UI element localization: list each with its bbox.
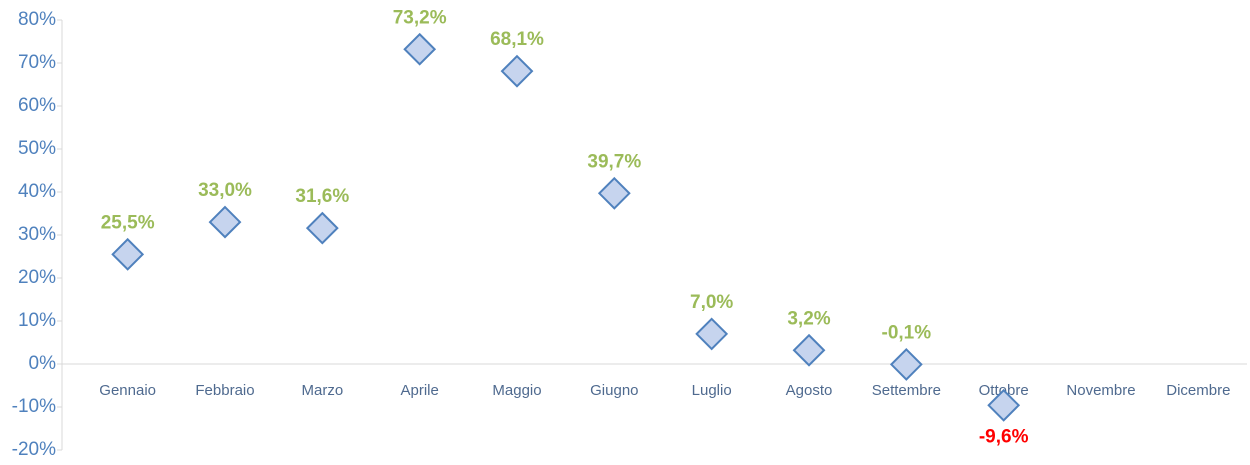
x-tick-label: Aprile xyxy=(400,382,438,399)
data-label: 33,0% xyxy=(198,180,252,201)
data-label: 31,6% xyxy=(295,186,349,207)
marker xyxy=(500,54,534,88)
x-tick-label: Luglio xyxy=(692,382,732,399)
y-tick-label: 0% xyxy=(29,353,57,374)
marker xyxy=(792,333,826,367)
marker xyxy=(597,176,631,210)
y-tick-label: 80% xyxy=(18,9,56,30)
marker xyxy=(695,317,729,351)
data-label: 3,2% xyxy=(787,308,830,329)
marker xyxy=(111,237,145,271)
marker xyxy=(208,205,242,239)
y-tick-label: 10% xyxy=(18,310,56,331)
x-tick-label: Giugno xyxy=(590,382,638,399)
data-label: 7,0% xyxy=(690,292,733,313)
data-label: 68,1% xyxy=(490,29,544,50)
x-tick-label: Febbraio xyxy=(195,382,254,399)
y-tick-label: 40% xyxy=(18,181,56,202)
marker xyxy=(889,348,923,381)
x-tick-label: Novembre xyxy=(1066,382,1135,399)
y-tick-label: -20% xyxy=(12,439,56,460)
marker xyxy=(305,211,339,245)
marker xyxy=(987,388,1021,422)
data-label: 39,7% xyxy=(587,151,641,172)
data-label: -0,1% xyxy=(882,322,932,343)
y-tick-label: 30% xyxy=(18,224,56,245)
x-tick-label: Settembre xyxy=(872,382,941,399)
y-tick-label: 60% xyxy=(18,95,56,116)
data-label: -9,6% xyxy=(979,426,1029,447)
y-tick-label: 20% xyxy=(18,267,56,288)
x-tick-label: Maggio xyxy=(492,382,541,399)
x-tick-label: Gennaio xyxy=(99,382,156,399)
x-tick-label: Agosto xyxy=(786,382,833,399)
y-tick-label: 70% xyxy=(18,52,56,73)
marker xyxy=(403,32,437,66)
y-tick-label: -10% xyxy=(12,396,56,417)
y-tick-label: 50% xyxy=(18,138,56,159)
x-tick-label: Dicembre xyxy=(1166,382,1230,399)
data-label: 25,5% xyxy=(101,212,155,233)
data-label: 73,2% xyxy=(393,7,447,28)
x-tick-label: Marzo xyxy=(301,382,343,399)
